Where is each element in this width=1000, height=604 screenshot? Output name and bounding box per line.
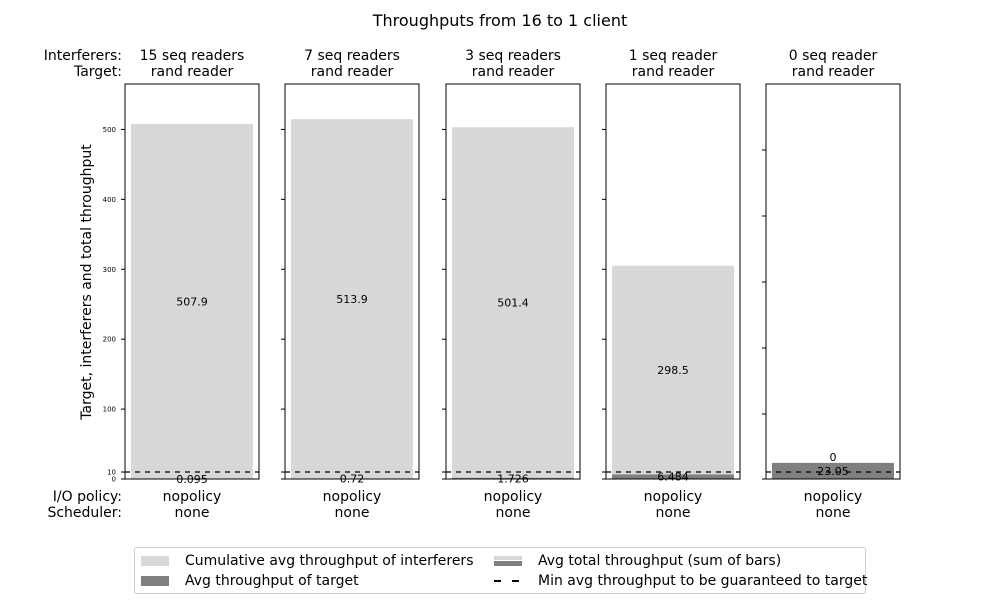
panel-header-interferers: 7 seq readers (304, 48, 400, 64)
y-tick-label: 100 (103, 406, 116, 414)
panel-footer-scheduler: none (175, 505, 210, 521)
interferers-value-label: 0 (830, 451, 837, 464)
target-value-label: 23.05 (817, 465, 849, 478)
header-interferers-label: Interferers: (44, 48, 122, 64)
panel-footer-scheduler: none (816, 505, 851, 521)
y-axis-label: Target, interferers and total throughput (79, 144, 95, 421)
interferers-value-label: 513.9 (336, 293, 368, 306)
panel-header-target: rand reader (311, 64, 394, 80)
panel-footer-io-policy: nopolicy (163, 489, 222, 505)
target-value-label: 0.095 (176, 473, 208, 486)
legend-label-interferers: Cumulative avg throughput of interferers (185, 551, 473, 571)
panel-footer-io-policy: nopolicy (644, 489, 703, 505)
y-tick-label: 300 (103, 266, 116, 274)
panel-footer-io-policy: nopolicy (484, 489, 543, 505)
legend-swatch-total (494, 556, 522, 566)
interferers-value-label: 298.5 (657, 364, 689, 377)
interferers-value-label: 501.4 (497, 297, 529, 310)
y-tick-label: 0 (112, 476, 116, 484)
panel-footer-scheduler: none (656, 505, 691, 521)
header-target-label: Target: (73, 64, 122, 80)
footer-scheduler-label: Scheduler: (47, 505, 122, 521)
panel-header-target: rand reader (472, 64, 555, 80)
legend-swatch-guarantee (494, 576, 522, 586)
panel-header-interferers: 1 seq reader (629, 48, 718, 64)
legend-label-total: Avg total throughput (sum of bars) (538, 551, 781, 571)
footer-io-policy-label: I/O policy: (53, 489, 122, 505)
chart-title: Throughputs from 16 to 1 client (372, 11, 627, 30)
target-value-label: 6.484 (657, 471, 689, 484)
y-tick-label: 200 (103, 336, 116, 344)
y-tick-label: 400 (103, 196, 116, 204)
panel-frame (766, 84, 900, 479)
legend: Cumulative avg throughput of interferers… (134, 547, 866, 594)
target-value-label: 1.726 (497, 472, 529, 485)
panel-header-target: rand reader (632, 64, 715, 80)
legend-swatch-interferers (141, 556, 169, 566)
panel-header-interferers: 0 seq reader (789, 48, 878, 64)
interferers-value-label: 507.9 (176, 295, 208, 308)
y-tick-label: 500 (103, 126, 116, 134)
panel-header-interferers: 3 seq readers (465, 48, 561, 64)
panel-footer-io-policy: nopolicy (323, 489, 382, 505)
target-value-label: 0.72 (340, 473, 365, 486)
panel-header-target: rand reader (792, 64, 875, 80)
panel-footer-scheduler: none (496, 505, 531, 521)
legend-swatch-target (141, 576, 169, 586)
panel-footer-scheduler: none (335, 505, 370, 521)
panel-header-interferers: 15 seq readers (140, 48, 245, 64)
legend-label-target: Avg throughput of target (185, 571, 359, 591)
panel-header-target: rand reader (151, 64, 234, 80)
legend-label-guarantee: Min avg throughput to be guaranteed to t… (538, 571, 867, 591)
y-tick-label: 10 (107, 469, 116, 477)
panel-footer-io-policy: nopolicy (804, 489, 863, 505)
